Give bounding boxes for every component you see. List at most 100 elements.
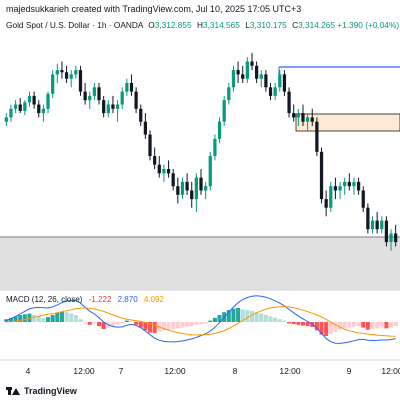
macd-histogram-bar (296, 322, 301, 325)
macd-histogram-bar (78, 319, 83, 322)
tradingview-logo-icon (6, 387, 20, 395)
candle-body (250, 61, 254, 66)
macd-signal-value: 4.092 (143, 295, 164, 304)
candle-body (41, 108, 46, 114)
macd-histogram-bar (314, 322, 319, 331)
candle-body (366, 207, 370, 230)
signal-line (6, 306, 396, 337)
candle-body (115, 104, 120, 109)
candle-body (111, 104, 115, 109)
macd-histogram-bar (50, 315, 55, 322)
macd-histogram-bar (254, 312, 259, 322)
candle-body (37, 104, 41, 114)
macd-histogram-bar (389, 322, 394, 328)
candle-body (190, 190, 194, 200)
candle-body (176, 186, 180, 195)
candle-body (315, 121, 319, 152)
candle-body (92, 87, 97, 96)
candle-body (305, 117, 310, 122)
macd-histogram-bar (351, 322, 356, 327)
macd-histogram-bar (249, 310, 255, 322)
candle-body (380, 220, 384, 230)
macd-histogram-bar (69, 313, 74, 322)
macd-label: MACD (12, 26, close) (6, 295, 83, 304)
macd-histogram-bar (59, 311, 64, 322)
candle-body (162, 169, 166, 174)
candle-body (278, 74, 282, 88)
macd-histogram-bar (259, 313, 264, 322)
candle-body (356, 181, 361, 191)
candle-body (9, 108, 13, 118)
low-label: L (245, 20, 250, 30)
macd-histogram-bar (319, 322, 324, 335)
x-axis-tick-label: 7 (118, 366, 124, 376)
candle-body (217, 121, 222, 139)
candle-body (282, 74, 287, 92)
candle-body (166, 169, 171, 174)
macd-line (6, 295, 396, 344)
macd-histogram-bar (217, 315, 222, 322)
macd-histogram-bar (64, 312, 69, 322)
macd-histogram-bar (166, 322, 171, 330)
macd-histogram-bar (13, 316, 18, 322)
macd-histogram-bar (393, 322, 398, 327)
macd-histogram-bar (143, 322, 148, 331)
macd-histogram-bar (36, 316, 41, 322)
candle-body (199, 177, 203, 191)
macd-histogram-bar (287, 322, 292, 324)
candle-body (125, 83, 129, 92)
candle-body (370, 220, 375, 230)
macd-histogram-bar (273, 317, 278, 322)
candle-body (204, 186, 208, 191)
candle-body (106, 104, 110, 114)
candle-body (347, 181, 351, 187)
macd-histogram-bar (356, 322, 361, 327)
macd-histogram-bar (212, 317, 217, 322)
macd-histogram-bar (240, 309, 245, 322)
macd-histogram-bar (32, 315, 37, 322)
macd-histogram-bar (370, 322, 375, 329)
macd-histogram-bar (324, 322, 329, 336)
open-label: O (148, 20, 155, 30)
macd-histogram-bar (208, 320, 213, 322)
macd-histogram-bar (338, 322, 343, 330)
tradingview-footer: TradingView (6, 386, 77, 396)
candle-body (245, 61, 249, 79)
candle-body (64, 72, 69, 79)
macd-histogram-bar (73, 315, 78, 322)
candle-body (259, 74, 263, 79)
candle-body (102, 100, 106, 114)
low-value: 3,310.175 (249, 20, 287, 30)
candle-body (292, 113, 296, 118)
supply-zone (295, 113, 400, 132)
candle-body (194, 177, 198, 200)
candle-body (241, 74, 245, 79)
macd-histogram-bar (384, 322, 389, 329)
candle-body (301, 113, 305, 122)
candle-body (389, 233, 393, 243)
tradingview-brand: TradingView (24, 386, 77, 396)
macd-histogram-bar (379, 322, 384, 328)
candle-body (287, 91, 291, 114)
candle-body (208, 156, 212, 187)
candle-body (69, 74, 73, 79)
macd-histogram-bar (333, 322, 338, 332)
macd-histogram-bar (18, 315, 23, 322)
macd-histogram-bar (300, 322, 305, 326)
macd-histogram-bar (282, 320, 287, 322)
high-label: H (196, 20, 203, 30)
macd-histogram-bar (120, 322, 125, 324)
candle-body (222, 100, 226, 122)
candle-body (319, 151, 324, 200)
chart-credit: majedsukkarieh created with TradingView.… (6, 4, 302, 14)
candle-body (352, 181, 356, 187)
candle-body (227, 87, 231, 101)
candle-body (157, 164, 161, 174)
candle-body (55, 70, 59, 75)
macd-histogram-bar (226, 310, 231, 322)
macd-histogram-bar (231, 308, 236, 322)
macd-histogram-bar (185, 322, 190, 327)
candle-body (180, 181, 185, 195)
macd-histogram-bar (203, 322, 208, 324)
symbol-legend: Gold Spot / U.S. Dollar · 1h · OANDA O3,… (6, 20, 399, 30)
